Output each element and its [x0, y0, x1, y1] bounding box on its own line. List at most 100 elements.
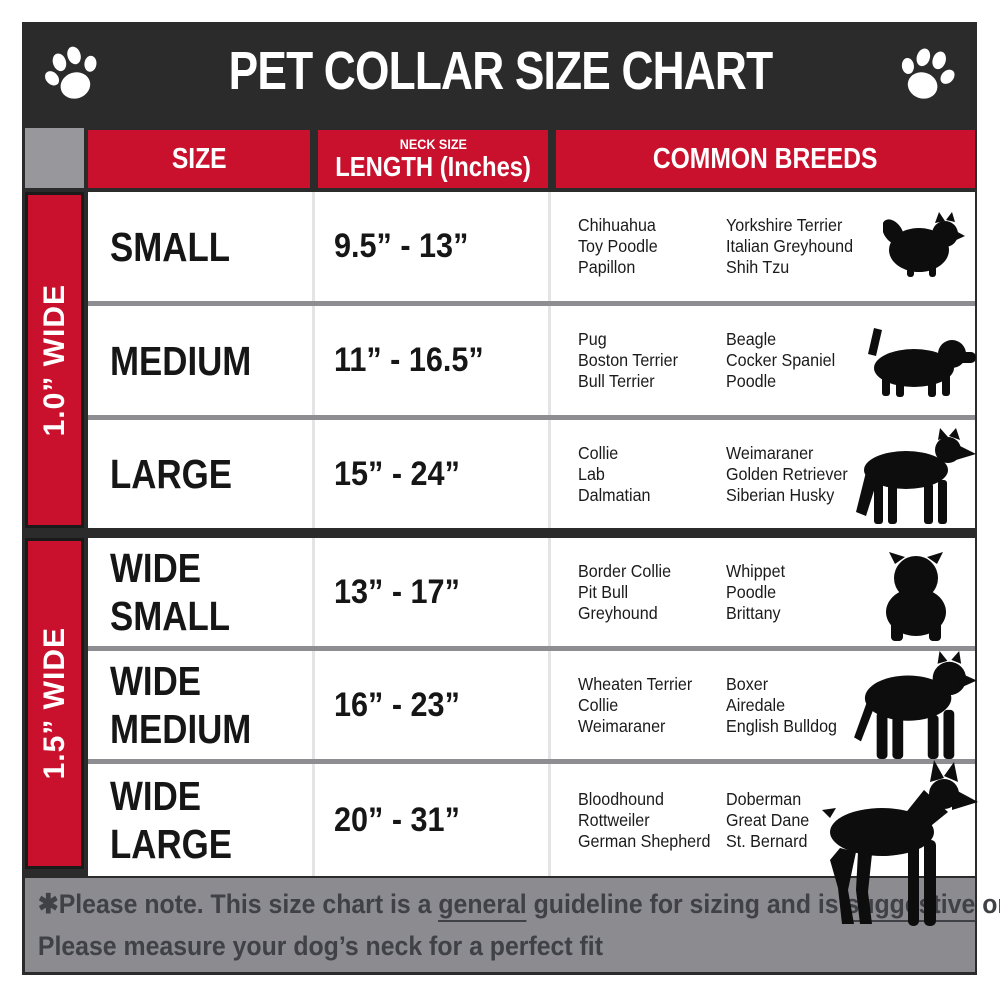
table-row-wide-medium: WIDE MEDIUM 16” - 23” Wheaten Terrier Co…: [88, 651, 977, 760]
length-cell: 9.5” - 13”: [334, 227, 469, 265]
breeds-column-a: Border Collie Pit Bull Greyhound: [578, 538, 679, 646]
beagle-silhouette-icon: [868, 328, 976, 397]
table-row-large: LARGE 15” - 24” Collie Lab Dalmatian Wei…: [88, 420, 976, 528]
pitbull-silhouette-icon: [854, 651, 977, 760]
column-divider: [548, 538, 551, 646]
breed-name: Cocker Spaniel: [726, 350, 836, 370]
breed-name: Poodle: [726, 581, 777, 602]
corner-cell: [25, 128, 84, 188]
breed-name: Shih Tzu: [726, 257, 790, 277]
breed-name: Airedale: [726, 694, 786, 715]
breed-name: Rottweiler: [578, 809, 650, 830]
size-cell: MEDIUM: [110, 337, 252, 384]
neck-size-sublabel: NECK SIZE: [399, 136, 467, 152]
column-divider: [312, 420, 315, 528]
section-label-1-0-wide: 1.0” WIDE: [25, 192, 84, 528]
breed-name: Pug: [578, 329, 607, 349]
breeds-column-a: Wheaten Terrier Collie Weimaraner: [578, 651, 702, 759]
breed-name: Poodle: [726, 371, 777, 391]
underlined-word: general: [438, 889, 527, 922]
column-divider: [312, 764, 315, 876]
breeds-column-a: Pug Boston Terrier Bull Terrier: [578, 306, 687, 415]
column-divider: [548, 651, 551, 759]
column-header-breeds: COMMON BREEDS: [556, 130, 975, 188]
breed-name: Yorkshire Terrier: [726, 215, 843, 235]
breed-name: Pit Bull: [578, 581, 629, 602]
breed-name: St. Bernard: [726, 830, 808, 851]
breed-name: Border Collie: [578, 560, 672, 581]
length-cell: 20” - 31”: [334, 800, 460, 839]
bulldog-silhouette-icon: [886, 552, 946, 641]
breed-name: Weimaraner: [578, 715, 666, 736]
length-cell: 16” - 23”: [334, 685, 460, 724]
breed-name: Lab: [578, 463, 605, 484]
row-divider: [88, 415, 975, 420]
section-label-1-5-wide: 1.5” WIDE: [25, 538, 84, 869]
column-divider: [312, 538, 315, 646]
column-header-size: SIZE: [88, 130, 310, 188]
size-cell: LARGE: [110, 451, 232, 497]
breed-name: Boxer: [726, 673, 769, 694]
row-divider: [88, 646, 975, 651]
breed-name: Siberian Husky: [726, 484, 835, 505]
column-header-neck-size: NECK SIZE LENGTH (Inches): [318, 130, 548, 188]
column-header-breeds-label: COMMON BREEDS: [653, 142, 878, 175]
breed-name: Greyhound: [578, 602, 658, 623]
breed-name: Collie: [578, 694, 619, 715]
column-divider: [548, 420, 551, 528]
shepherd-silhouette-icon: [856, 428, 976, 524]
breed-name: Boston Terrier: [578, 350, 678, 370]
toy-dog-silhouette-icon: [883, 212, 965, 277]
breeds-column-b: Weimaraner Golden Retriever Siberian Hus…: [726, 420, 858, 528]
footer-line-1: ✱Please note. This size chart is a gener…: [25, 883, 1000, 925]
size-cell: WIDE SMALL: [110, 545, 231, 639]
row-divider: [88, 759, 975, 764]
breed-name: Italian Greyhound: [726, 236, 854, 256]
breed-name: Whippet: [726, 560, 786, 581]
column-divider: [548, 306, 551, 415]
size-cell: WIDE MEDIUM: [110, 658, 252, 752]
table-row-medium: MEDIUM 11” - 16.5” Pug Boston Terrier Bu…: [88, 306, 976, 415]
breed-name: Golden Retriever: [726, 463, 848, 484]
size-cell: SMALL: [110, 223, 231, 270]
table-row-wide-large: WIDE LARGE 20” - 31” Bloodhound Rottweil…: [88, 760, 978, 926]
neck-size-label: LENGTH (Inches): [335, 151, 531, 182]
breed-name: Wheaten Terrier: [578, 673, 693, 694]
breed-name: Papillon: [578, 257, 636, 277]
breed-name: Bloodhound: [578, 788, 664, 809]
breeds-column-a: Bloodhound Rottweiler German Shepherd: [578, 764, 722, 876]
breeds-column-b: Yorkshire Terrier Italian Greyhound Shih…: [726, 192, 864, 301]
column-divider: [312, 192, 315, 301]
breeds-column-a: Collie Lab Dalmatian: [578, 420, 657, 528]
doberman-silhouette-icon: [822, 760, 978, 926]
breed-name: Beagle: [726, 329, 777, 349]
breeds-column-b: Beagle Cocker Spaniel Poodle: [726, 306, 845, 415]
length-cell: 15” - 24”: [334, 454, 460, 493]
paw-icon: [45, 46, 97, 99]
paw-icon: [901, 48, 955, 99]
breed-name: Dalmatian: [578, 484, 651, 505]
column-divider: [312, 651, 315, 759]
column-header-size-label: SIZE: [171, 142, 227, 175]
column-divider: [548, 764, 551, 876]
size-cell: WIDE LARGE: [110, 773, 232, 867]
table-row-small: SMALL 9.5” - 13” Chihuahua Toy Poodle Pa…: [88, 192, 975, 301]
breed-name: Toy Poodle: [578, 236, 658, 256]
footer-line-2: Please measure your dog’s neck for a per…: [37, 931, 603, 961]
breed-name: Bull Terrier: [578, 371, 655, 391]
column-divider: [548, 192, 551, 301]
row-divider: [88, 301, 975, 306]
breeds-column-b: Boxer Airedale English Bulldog: [726, 651, 847, 759]
column-divider: [312, 306, 315, 415]
breed-name: Collie: [578, 442, 619, 463]
breed-name: Brittany: [726, 602, 781, 623]
breed-name: Weimaraner: [726, 442, 814, 463]
breed-name: English Bulldog: [726, 715, 837, 736]
breed-name: Chihuahua: [578, 215, 656, 235]
breeds-column-b: Doberman Great Dane St. Bernard: [726, 764, 816, 876]
breed-name: Great Dane: [726, 809, 810, 830]
breed-name: Doberman: [726, 788, 802, 809]
footer-note: ✱Please note. This size chart is a gener…: [25, 878, 1000, 972]
table-row-wide-small: WIDE SMALL 13” - 17” Border Collie Pit B…: [88, 538, 975, 646]
breeds-column-b: Whippet Poodle Brittany: [726, 538, 790, 646]
